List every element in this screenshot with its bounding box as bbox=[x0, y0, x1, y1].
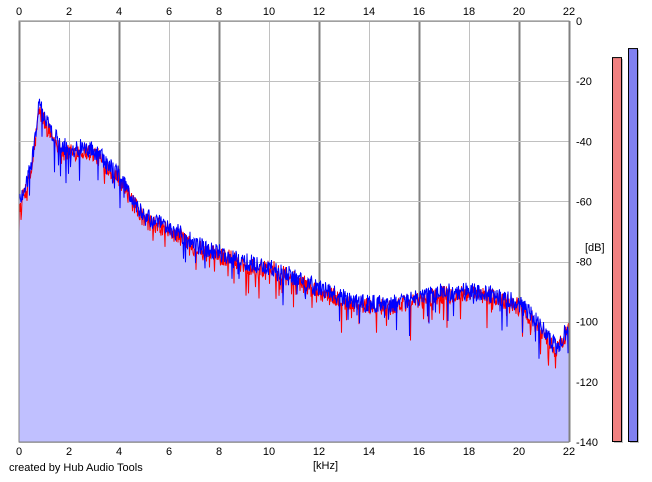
y-tick-label: -40 bbox=[576, 136, 592, 148]
x-tick-labels-top: 0 2 4 6 8 10 12 14 16 18 20 22 bbox=[16, 6, 575, 18]
x-tick-label-top: 6 bbox=[166, 6, 172, 18]
y-tick-label: -80 bbox=[576, 257, 592, 269]
level-meter-2 bbox=[628, 48, 638, 442]
x-tick-label-top: 4 bbox=[116, 6, 122, 18]
x-tick-label-top: 0 bbox=[16, 6, 22, 18]
x-tick-label-top: 8 bbox=[216, 6, 222, 18]
x-tick-label-top: 18 bbox=[463, 6, 475, 18]
x-tick-label-bottom: 14 bbox=[363, 446, 375, 458]
level-meter-1 bbox=[612, 57, 622, 442]
y-tick-label: 0 bbox=[576, 16, 582, 28]
y-tick-labels: 0 -20 -40 -60 -80 -100 -120 -140 bbox=[576, 16, 598, 449]
y-axis-label: [dB] bbox=[585, 242, 605, 254]
x-tick-label-bottom: 20 bbox=[513, 446, 525, 458]
y-tick-label: -100 bbox=[576, 317, 598, 329]
x-tick-labels-bottom: 0 2 4 6 8 10 12 14 16 18 20 22 bbox=[16, 446, 575, 458]
x-tick-label-bottom: 8 bbox=[216, 446, 222, 458]
x-tick-label-bottom: 22 bbox=[563, 446, 575, 458]
spectrum-area bbox=[19, 98, 569, 443]
x-tick-label-bottom: 2 bbox=[66, 446, 72, 458]
x-tick-label-bottom: 4 bbox=[116, 446, 122, 458]
level-meters bbox=[612, 48, 639, 444]
credit-text: created by Hub Audio Tools bbox=[9, 462, 143, 474]
x-tick-label-top: 14 bbox=[363, 6, 375, 18]
x-tick-label-bottom: 16 bbox=[413, 446, 425, 458]
x-axis-label: [kHz] bbox=[313, 460, 338, 472]
y-tick-label: -20 bbox=[576, 76, 592, 88]
x-tick-label-bottom: 18 bbox=[463, 446, 475, 458]
x-tick-label-top: 2 bbox=[66, 6, 72, 18]
x-tick-label-bottom: 0 bbox=[16, 446, 22, 458]
series-channel-2-line bbox=[18, 98, 570, 359]
y-tick-label: -140 bbox=[576, 437, 598, 449]
x-tick-label-bottom: 6 bbox=[166, 446, 172, 458]
x-tick-label-top: 16 bbox=[413, 6, 425, 18]
x-tick-label-top: 12 bbox=[313, 6, 325, 18]
y-tick-label: -120 bbox=[576, 377, 598, 389]
x-tick-label-top: 22 bbox=[563, 6, 575, 18]
plot-frame bbox=[18, 20, 570, 443]
y-tick-label: -60 bbox=[576, 196, 592, 208]
x-tick-label-top: 20 bbox=[513, 6, 525, 18]
x-tick-label-bottom: 12 bbox=[313, 446, 325, 458]
x-tick-label-top: 10 bbox=[263, 6, 275, 18]
x-tick-label-bottom: 10 bbox=[263, 446, 275, 458]
